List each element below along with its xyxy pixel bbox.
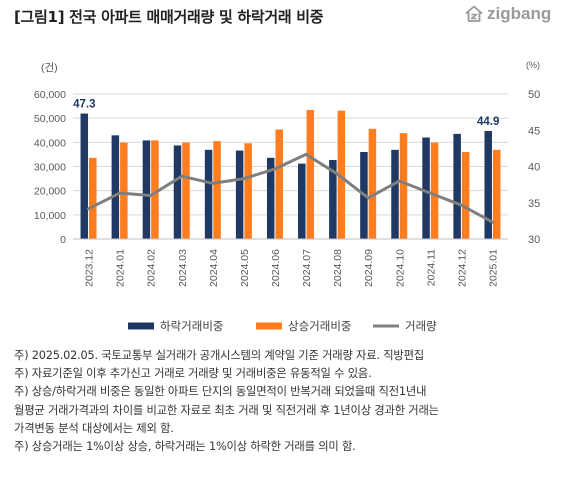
bar-decline (391, 149, 399, 239)
volume-point (459, 203, 463, 207)
bar-increase (306, 109, 315, 239)
bar-increase (275, 129, 283, 239)
legend-swatch-bar (256, 322, 282, 330)
footnote: 주) 상승거래는 1%이상 상승, 하락거래는 1%이상 하락한 거래를 의미 … (14, 440, 356, 454)
legend-label: 거래량 (405, 320, 437, 333)
volume-point (149, 194, 153, 197)
bar-increase (120, 142, 128, 239)
zigbang-logo-text: zigbang (487, 4, 552, 23)
x-tick-label: 2024.03 (177, 249, 189, 287)
chart-title: [그림1] 전국 아파트 매매거래량 및 하락거래 비중 (14, 8, 324, 26)
volume-point (335, 172, 339, 176)
left-tick-label: 40,000 (34, 137, 66, 149)
axes: 0 10,000 20,000 30,000 40,000 50,000 60,000 30 3… (34, 60, 540, 287)
volume-line-path (87, 152, 494, 224)
bar-decline (142, 140, 151, 239)
volume-point (490, 220, 494, 224)
bar-increase (399, 133, 408, 239)
bar-decline (111, 135, 120, 239)
x-tick-label: 2024.06 (270, 249, 282, 287)
right-tick-label: 40 (528, 162, 540, 174)
bar-increase (213, 141, 221, 239)
legend-label: 상승거래비중 (288, 320, 351, 333)
footnote: 가격변동 분석 대상에서는 제외 함. (14, 421, 174, 435)
data-label: 44.9 (477, 116, 499, 128)
x-tick-label: 2023.12 (84, 249, 96, 287)
chart-area: 0 10,000 20,000 30,000 40,000 50,000 60,000 30 3… (0, 44, 582, 342)
legend: 하락거래비중 상승거래비중 거래량 (128, 319, 437, 333)
left-tick-label: 0 (60, 234, 66, 246)
right-tick-label: 50 (528, 89, 540, 101)
x-tick-label: 2024.01 (115, 249, 127, 287)
x-tick-label: 2024.07 (301, 249, 313, 287)
volume-point (87, 207, 91, 211)
bar-decline (453, 133, 461, 239)
bar-decline (266, 157, 275, 239)
left-tick-label: 60,000 (34, 89, 66, 101)
left-axis-label: (건) (41, 62, 58, 74)
volume-point (118, 191, 122, 195)
footnotes: 주) 2025.02.05. 국토교통부 실거래가 공개시스템의 계약일 기준 … (14, 347, 574, 456)
legend-label: 하락거래비중 (160, 319, 223, 333)
bar-decline (204, 149, 213, 239)
footnote: 주) 2025.02.05. 국토교통부 실거래가 공개시스템의 계약일 기준 … (14, 349, 424, 362)
x-tick-label: 2025.01 (487, 249, 499, 287)
legend-swatch-bar (128, 322, 154, 330)
bar-increase (461, 152, 470, 239)
bar-decline (235, 150, 244, 239)
footnote: 주) 자료기준일 이후 추가신고 거래로 거래량 및 거래비중은 유동적일 수 … (14, 367, 372, 381)
left-tick-label: 10,000 (34, 210, 66, 222)
right-tick-label: 35 (528, 198, 540, 210)
bar-decline (298, 163, 306, 239)
bar-increase (151, 140, 159, 239)
right-tick-label: 45 (528, 125, 540, 137)
volume-point (242, 177, 246, 181)
footnote: 주) 상승/하락거래 비중은 동일한 아파트 단지의 동일면적이 반복거래 되었… (14, 385, 427, 399)
right-axis-label: (%) (526, 60, 540, 70)
bar-decline (422, 137, 430, 239)
x-tick-label: 2024.04 (208, 249, 220, 287)
volume-point (366, 196, 370, 200)
bar-decline (484, 130, 492, 239)
bar-increase (89, 157, 97, 239)
bar-increase (430, 142, 439, 239)
volume-point (211, 181, 215, 185)
data-label: 47.3 (73, 99, 95, 111)
bar-increase (182, 142, 190, 239)
volume-point (428, 191, 432, 195)
left-tick-label: 50,000 (34, 113, 66, 125)
bar-increase (368, 128, 377, 239)
bar-increase (337, 110, 346, 239)
bar-decline (329, 159, 337, 239)
bar-decline (173, 145, 182, 239)
x-tick-label: 2024.11 (425, 249, 437, 286)
footnote: 월평균 거래가격과의 차이를 비교한 자료로 최초 거래 및 직전거래 후 1년… (14, 403, 439, 417)
bar-increase (244, 143, 252, 239)
right-tick-label: 30 (528, 234, 540, 246)
volume-point (180, 174, 184, 178)
zigbang-logo: zigbang (465, 4, 551, 24)
x-tick-label: 2024.09 (363, 249, 375, 287)
x-tick-label: 2024.02 (146, 249, 158, 287)
bar-increase (492, 149, 501, 239)
left-tick-label: 20,000 (34, 186, 66, 198)
volume-point (397, 179, 401, 183)
left-tick-label: 30,000 (34, 162, 66, 174)
bars (80, 109, 501, 239)
x-tick-label: 2024.10 (394, 249, 406, 287)
annotations: 47.3 44.9 (73, 99, 499, 128)
volume-point (304, 152, 308, 156)
x-tick-label: 2024.08 (332, 249, 344, 287)
volume-line (87, 152, 494, 224)
x-tick-label: 2024.12 (456, 249, 468, 287)
bar-decline (80, 113, 89, 239)
x-tick-label: 2024.05 (239, 249, 251, 287)
zigbang-logo-icon (465, 5, 483, 22)
volume-point (273, 167, 277, 171)
combo-chart: 0 10,000 20,000 30,000 40,000 50,000 60,000 30 3… (34, 60, 540, 333)
